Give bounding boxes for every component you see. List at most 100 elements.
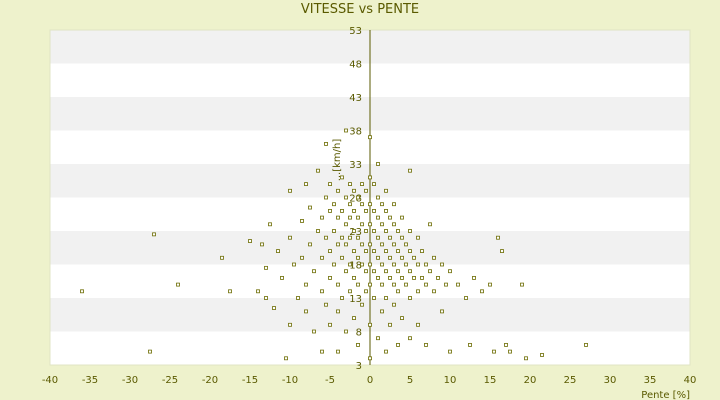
scatter-point <box>392 302 396 307</box>
scatter-point <box>400 255 404 260</box>
scatter-point <box>472 275 476 280</box>
scatter-point <box>344 329 348 334</box>
scatter-point <box>396 249 400 254</box>
scatter-point <box>352 229 356 233</box>
scatter-point <box>328 208 332 213</box>
scatter-point <box>348 182 352 187</box>
scatter-point <box>396 289 400 294</box>
scatter-point <box>364 208 368 213</box>
y-tick-label: 13 <box>349 294 362 305</box>
scatter-point <box>360 262 364 267</box>
scatter-point <box>416 322 420 327</box>
y-tick-label: 33 <box>349 160 362 171</box>
scatter-point <box>352 188 356 193</box>
scatter-point <box>384 229 388 233</box>
scatter-point <box>408 249 412 254</box>
scatter-point <box>468 342 472 347</box>
x-tick-label: 35 <box>644 375 657 386</box>
scatter-point <box>340 175 344 180</box>
scatter-point <box>304 282 308 287</box>
scatter-point <box>492 349 496 354</box>
scatter-point <box>308 205 312 210</box>
scatter-point <box>264 265 268 270</box>
y-tick-label: 43 <box>349 93 362 104</box>
scatter-point <box>396 269 400 274</box>
scatter-point <box>356 342 360 347</box>
scatter-point <box>332 262 336 267</box>
scatter-point <box>368 282 372 287</box>
scatter-point <box>348 202 352 207</box>
scatter-point <box>348 215 352 220</box>
scatter-point <box>364 269 368 274</box>
scatter-point <box>400 275 404 280</box>
scatter-point <box>340 296 344 300</box>
scatter-point <box>296 296 300 300</box>
scatter-point <box>152 232 156 237</box>
scatter-point <box>344 222 348 227</box>
scatter-point <box>508 349 512 354</box>
scatter-point <box>348 235 352 240</box>
scatter-point <box>312 329 316 334</box>
scatter-point <box>376 235 380 240</box>
scatter-point <box>364 249 368 254</box>
scatter-point <box>344 269 348 274</box>
scatter-point <box>388 235 392 240</box>
scatter-point <box>260 242 264 247</box>
scatter-point <box>356 195 360 200</box>
scatter-point <box>400 316 404 321</box>
x-tick-label: -25 <box>162 375 178 386</box>
scatter-point <box>348 262 352 267</box>
scatter-point <box>424 342 428 347</box>
scatter-point <box>384 208 388 213</box>
y-tick-label: 53 <box>349 26 362 37</box>
scatter-point <box>348 289 352 294</box>
scatter-point <box>416 289 420 294</box>
scatter-point <box>432 255 436 260</box>
scatter-point <box>320 215 324 220</box>
scatter-point <box>376 215 380 220</box>
scatter-point <box>336 242 340 247</box>
scatter-point <box>376 336 380 341</box>
scatter-point <box>372 229 376 233</box>
scatter-point <box>368 222 372 227</box>
scatter-point <box>380 282 384 287</box>
scatter-point <box>356 282 360 287</box>
scatter-point <box>372 296 376 300</box>
x-tick-label: 15 <box>484 375 497 386</box>
scatter-point <box>448 269 452 274</box>
scatter-point <box>396 342 400 347</box>
scatter-point <box>220 255 224 260</box>
scatter-point <box>424 282 428 287</box>
scatter-point <box>392 242 396 247</box>
scatter-point <box>336 215 340 220</box>
scatter-point <box>440 262 444 267</box>
scatter-point <box>396 229 400 233</box>
scatter-point <box>412 275 416 280</box>
scatter-point <box>312 269 316 274</box>
scatter-point <box>300 255 304 260</box>
scatter-point <box>344 242 348 247</box>
scatter-point <box>408 168 412 173</box>
scatter-point <box>392 202 396 207</box>
x-tick-label: 20 <box>524 375 537 386</box>
scatter-point <box>464 296 468 300</box>
scatter-point <box>420 249 424 254</box>
scatter-point <box>388 255 392 260</box>
scatter-point <box>228 289 232 294</box>
scatter-point <box>340 235 344 240</box>
y-tick-label: 48 <box>349 60 362 71</box>
scatter-point <box>380 309 384 314</box>
scatter-point <box>444 282 448 287</box>
scatter-point <box>352 316 356 321</box>
scatter-point <box>416 235 420 240</box>
y-tick-label: 8 <box>356 328 362 339</box>
scatter-point <box>424 262 428 267</box>
scatter-point <box>148 349 152 354</box>
scatter-point <box>368 135 372 140</box>
x-tick-label: -10 <box>282 375 298 386</box>
scatter-point <box>412 255 416 260</box>
scatter-point <box>368 175 372 180</box>
scatter-point <box>388 275 392 280</box>
